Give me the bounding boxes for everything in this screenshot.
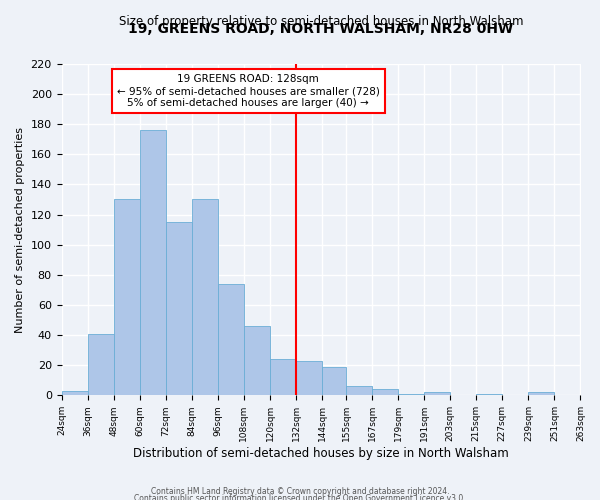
Bar (296, 360, 322, 396)
Bar (244, 326, 270, 396)
Bar (322, 366, 346, 396)
Bar (166, 222, 192, 396)
Bar (62, 391, 88, 396)
Bar (113, 200, 140, 396)
Title: Size of property relative to semi-detached houses in North Walsham: Size of property relative to semi-detach… (119, 15, 523, 28)
Text: Contains HM Land Registry data © Crown copyright and database right 2024.: Contains HM Land Registry data © Crown c… (151, 487, 449, 496)
Text: 19, GREENS ROAD, NORTH WALSHAM, NR28 0HW: 19, GREENS ROAD, NORTH WALSHAM, NR28 0HW (128, 22, 514, 36)
Bar (218, 284, 244, 396)
X-axis label: Distribution of semi-detached houses by size in North Walsham: Distribution of semi-detached houses by … (133, 447, 509, 460)
Bar (192, 200, 218, 396)
Bar (88, 334, 113, 396)
Bar (398, 394, 424, 396)
Text: 19 GREENS ROAD: 128sqm
← 95% of semi-detached houses are smaller (728)
5% of sem: 19 GREENS ROAD: 128sqm ← 95% of semi-det… (117, 74, 380, 108)
Bar (270, 359, 296, 396)
Bar (424, 392, 450, 396)
Bar (346, 386, 372, 396)
Bar (529, 392, 554, 396)
Y-axis label: Number of semi-detached properties: Number of semi-detached properties (15, 126, 25, 332)
Bar (140, 130, 166, 396)
Bar (372, 390, 398, 396)
Text: Contains public sector information licensed under the Open Government Licence v3: Contains public sector information licen… (134, 494, 466, 500)
Bar (476, 394, 502, 396)
